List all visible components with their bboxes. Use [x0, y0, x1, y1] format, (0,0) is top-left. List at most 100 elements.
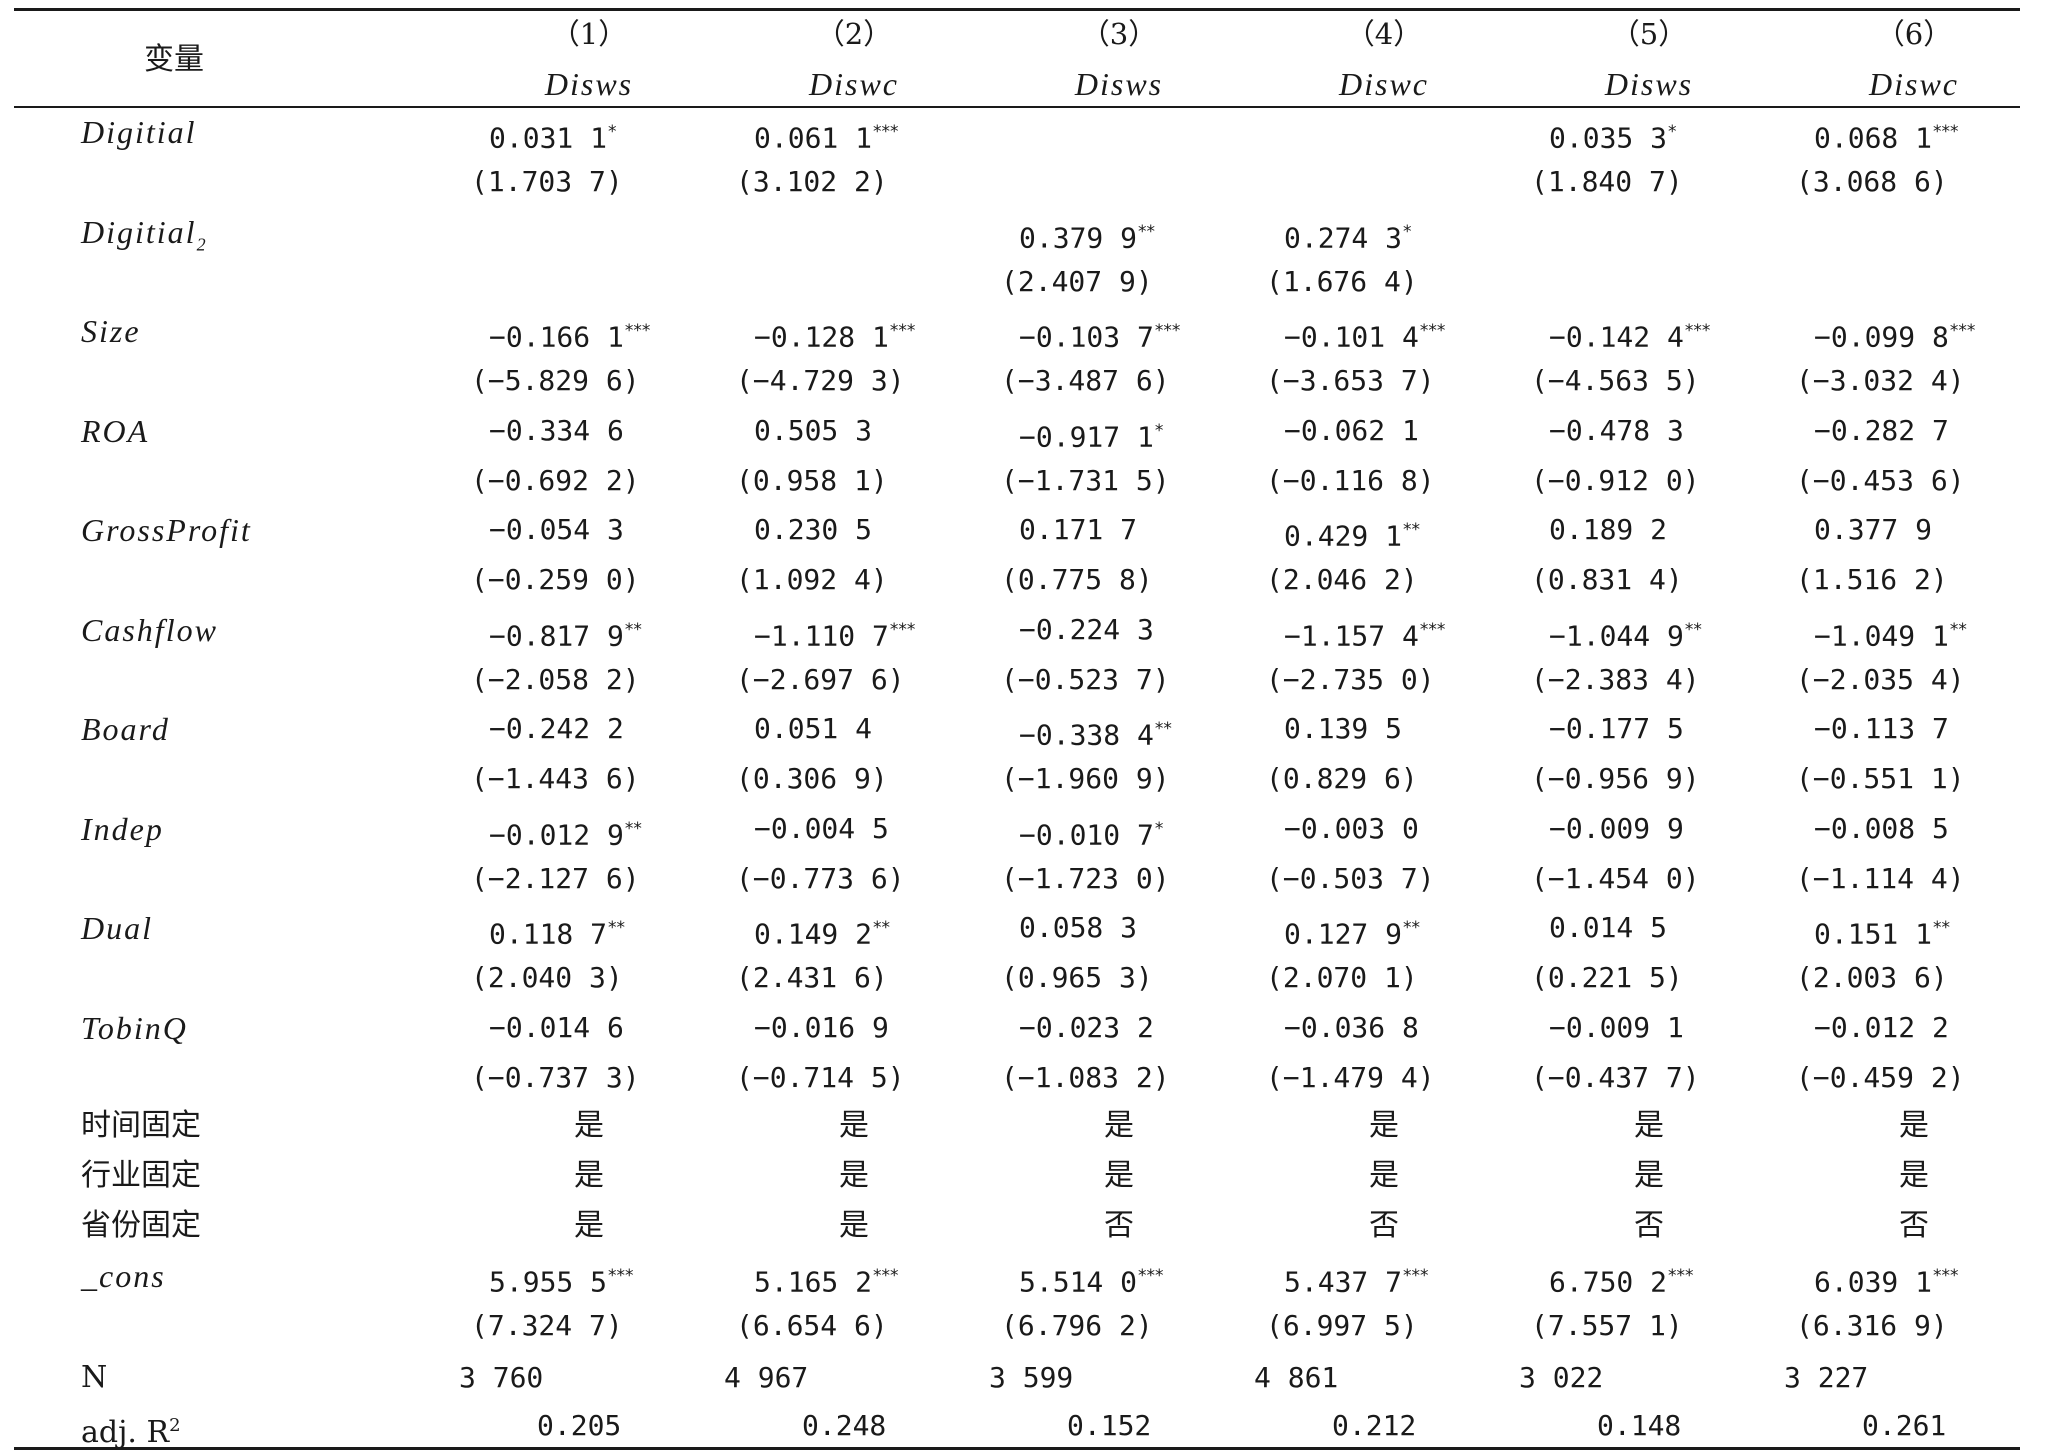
n-value: 4 861 [1254, 1361, 1339, 1394]
t-statistic: (−4.729 3) [736, 364, 905, 397]
significance-stars: ** [873, 918, 891, 938]
regression-table: 变量 （1） Disws （2） Diswc （3） Disws （4） Diswc （5） Dis… [14, 0, 2020, 1456]
fixed-effect-value: 是 [1899, 1158, 1929, 1193]
adj-r2-value: 0.261 [1862, 1409, 1947, 1442]
significance-stars: ** [1403, 918, 1421, 938]
t-statistic: (−0.912 0) [1531, 464, 1700, 497]
variable-label: Indep [81, 809, 164, 849]
t-statistic: (−2.735 0) [1266, 663, 1435, 696]
column-number: （2） [815, 17, 893, 51]
coef-cell: −0.023 2 [1019, 1008, 1154, 1048]
t-statistic: (−0.737 3) [471, 1061, 640, 1094]
coef-value: −1.110 7 [754, 619, 889, 653]
fixed-effect-value: 是 [839, 1158, 869, 1193]
variable-label: Dual [81, 908, 153, 948]
t-statistic: (−2.383 4) [1531, 663, 1700, 696]
coef-cell: −0.009 9 [1549, 809, 1684, 849]
coef-value: −0.242 2 [489, 712, 624, 745]
coef-value: −0.012 9 [489, 818, 624, 852]
column-dependent-var: Disws [1074, 66, 1164, 102]
significance-stars: ** [624, 819, 642, 839]
coef-value: −0.177 5 [1549, 712, 1684, 745]
t-statistic: (0.306 9) [736, 762, 888, 795]
t-statistic: (2.003 6) [1796, 961, 1948, 994]
coef-cell: −0.103 7*** [1019, 311, 1180, 357]
significance-stars: *** [1933, 1266, 1959, 1286]
cons-coef: 5.955 5*** [489, 1256, 634, 1302]
adj-r2-label: adj. R2 [81, 1406, 181, 1453]
coef-cell: −0.009 1 [1549, 1008, 1684, 1048]
t-statistic: (−0.523 7) [1001, 663, 1170, 696]
significance-stars: * [1154, 819, 1164, 839]
t-statistic: (6.316 9) [1796, 1309, 1948, 1342]
top-rule [14, 8, 2020, 11]
n-value: 3 227 [1784, 1361, 1869, 1394]
coef-value: 0.068 1 [1814, 121, 1933, 155]
fixed-effect-value: 否 [1369, 1208, 1399, 1243]
variable-label: Digitial2 [81, 212, 208, 264]
t-statistic: (−0.956 9) [1531, 762, 1700, 795]
t-statistic: (−0.714 5) [736, 1061, 905, 1094]
significance-stars: ** [1403, 520, 1421, 540]
column-number: （4） [1345, 17, 1423, 51]
coef-cell: −0.338 4** [1019, 709, 1172, 755]
fixed-effect-value: 是 [839, 1108, 869, 1143]
cons-coef: 5.514 0*** [1019, 1256, 1164, 1302]
significance-stars: *** [889, 321, 916, 341]
variable-name: GrossProfit [81, 512, 252, 548]
coef-cell: −0.014 6 [489, 1008, 624, 1048]
coef-cell: −0.004 5 [754, 809, 889, 849]
fixed-effect-value: 是 [574, 1208, 604, 1243]
fixed-effect-value: 是 [1899, 1108, 1929, 1143]
coef-cell: −0.054 3 [489, 510, 624, 550]
significance-stars: *** [624, 321, 651, 341]
coef-cell: −0.012 2 [1814, 1008, 1949, 1048]
coef-value: 0.035 3 [1549, 121, 1668, 155]
variable-name: Size [81, 313, 141, 349]
coef-value: −0.010 7 [1019, 818, 1154, 852]
adj-r2-value: 0.205 [537, 1409, 622, 1442]
coef-value: −0.224 3 [1019, 613, 1154, 646]
significance-stars: *** [1154, 321, 1181, 341]
fixed-effect-value: 否 [1104, 1208, 1134, 1243]
fixed-effect-value: 是 [574, 1158, 604, 1193]
coef-cell: 0.230 5 [754, 510, 872, 550]
variable-name: Dual [81, 910, 153, 946]
coef-value: 0.051 4 [754, 712, 873, 745]
coef-value: 0.429 1 [1284, 519, 1403, 553]
variable-subscript: 2 [196, 234, 208, 255]
fixed-effect-value: 是 [574, 1108, 604, 1143]
coef-value: 0.274 3 [1284, 221, 1403, 255]
coef-value: −0.128 1 [754, 320, 889, 354]
fixed-effect-label: 时间固定 [81, 1108, 201, 1143]
t-statistic: (1.703 7) [471, 165, 623, 198]
coef-cell: −0.177 5 [1549, 709, 1684, 749]
coef-cell: −0.010 7* [1019, 809, 1163, 855]
adj-r2-value: 0.148 [1597, 1409, 1682, 1442]
significance-stars: *** [1684, 321, 1711, 341]
coef-value: −0.101 4 [1284, 320, 1419, 354]
adj-r2-value: 0.248 [802, 1409, 887, 1442]
t-statistic: (7.324 7) [471, 1309, 623, 1342]
n-value: 3 599 [989, 1361, 1074, 1394]
column-dependent-var: Disws [1604, 66, 1694, 102]
t-statistic: (−0.259 0) [471, 563, 640, 596]
t-statistic: (6.997 5) [1266, 1309, 1418, 1342]
coef-cell: −1.049 1** [1814, 610, 1967, 656]
fixed-effect-value: 是 [1369, 1108, 1399, 1143]
column-dependent-var: Disws [544, 66, 634, 102]
t-statistic: (−0.503 7) [1266, 862, 1435, 895]
significance-stars: *** [1949, 321, 1976, 341]
t-statistic: (6.796 2) [1001, 1309, 1153, 1342]
variable-name: Digitial [81, 214, 197, 250]
significance-stars: *** [889, 620, 916, 640]
coef-value: −0.166 1 [489, 320, 624, 354]
coef-cell: 0.377 9 [1814, 510, 1932, 550]
coef-cell: 0.274 3* [1284, 212, 1412, 258]
significance-stars: ** [1933, 918, 1951, 938]
variable-label: Digitial [81, 112, 197, 152]
coef-cell: 0.171 7 [1019, 510, 1137, 550]
coef-value: −0.012 2 [1814, 1011, 1949, 1044]
coef-cell: −0.062 1 [1284, 411, 1419, 451]
significance-stars: ** [1949, 620, 1967, 640]
